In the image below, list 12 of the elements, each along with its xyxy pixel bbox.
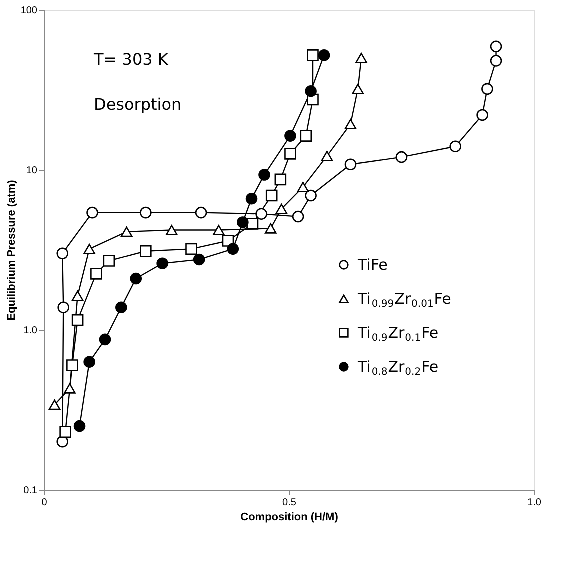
annotation: T= 303 K [93, 50, 169, 69]
y-tick-label: 10 [26, 166, 38, 176]
legend-label: TiFe [357, 256, 388, 274]
y-axis-title: Equilibrium Pressure (atm) [6, 180, 18, 321]
y-tick-label: 1.0 [24, 326, 38, 336]
x-tick-label: 1.0 [528, 498, 542, 508]
x-axis-title: Composition (H/M) [240, 512, 339, 524]
x-tick-label: 0.5 [282, 498, 297, 508]
annotation: Desorption [94, 95, 182, 114]
y-tick-label: 0.1 [24, 486, 38, 496]
x-tick-label: 0 [42, 498, 48, 508]
y-tick-label: 100 [20, 6, 38, 16]
